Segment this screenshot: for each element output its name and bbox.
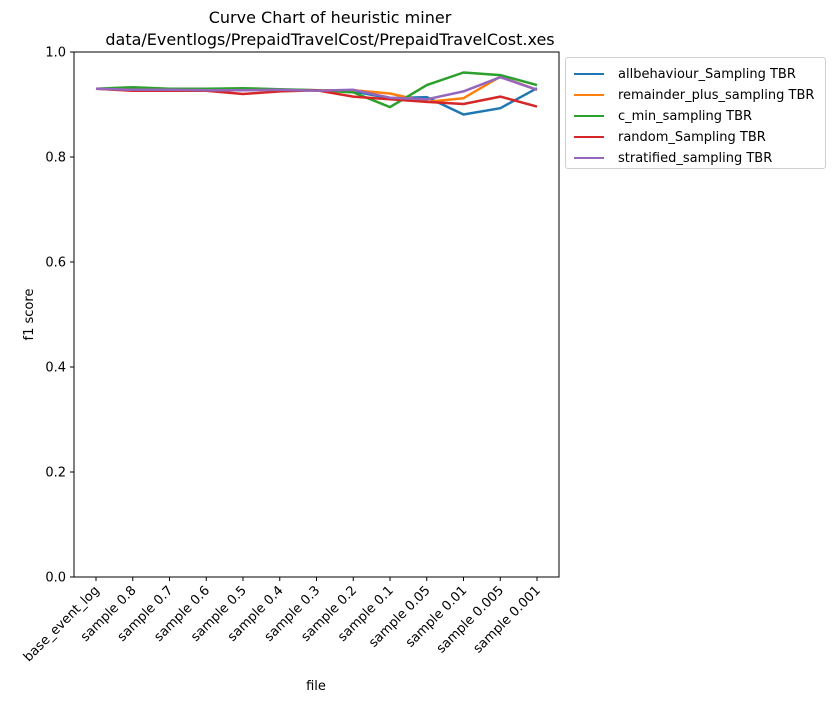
y-tick-label: 0.2 (45, 466, 66, 481)
x-tick-label: sample 0.001 (471, 583, 544, 656)
chart-title: Curve Chart of heuristic miner (208, 8, 452, 27)
y-axis-label: f1 score (22, 289, 37, 341)
legend-swatch (574, 156, 604, 160)
legend-label: stratified_sampling TBR (618, 150, 773, 166)
legend-label: c_min_sampling TBR (618, 108, 753, 124)
legend-item: stratified_sampling TBR (574, 148, 772, 168)
legend-label: allbehaviour_Sampling TBR (618, 66, 796, 82)
legend-label: random_Sampling TBR (618, 129, 766, 145)
y-tick-label: 1.0 (45, 46, 66, 61)
legend-swatch (574, 114, 604, 118)
y-tick-label: 0.0 (45, 571, 66, 586)
y-tick-label: 0.4 (45, 361, 66, 376)
legend-swatch (574, 135, 604, 139)
legend-item: allbehaviour_Sampling TBR (574, 64, 796, 84)
legend-swatch (574, 72, 604, 76)
legend-swatch (574, 93, 604, 97)
legend-item: c_min_sampling TBR (574, 106, 752, 126)
legend-item: remainder_plus_sampling TBR (574, 85, 814, 105)
legend: allbehaviour_Sampling TBR remainder_plus_… (565, 57, 826, 169)
series-line-5 (95, 75, 538, 101)
legend-label: remainder_plus_sampling TBR (618, 87, 815, 103)
chart-subtitle: data/Eventlogs/PrepaidTravelCost/Prepaid… (105, 30, 555, 49)
y-tick-label: 0.6 (45, 256, 66, 271)
x-axis-label: file (306, 679, 326, 694)
plot-frame (73, 51, 560, 578)
legend-item: random_Sampling TBR (574, 127, 766, 147)
y-tick-label: 0.8 (45, 151, 66, 166)
